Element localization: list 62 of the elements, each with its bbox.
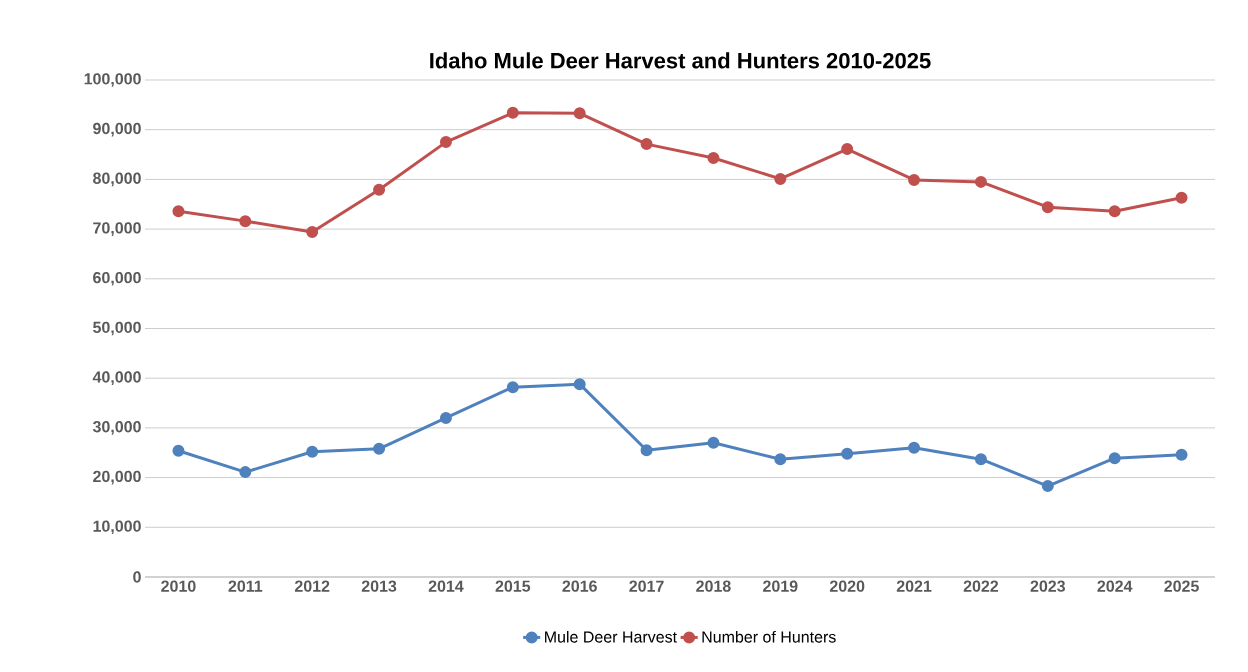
y-tick-label: 0 — [133, 571, 141, 583]
point — [439, 136, 452, 149]
point — [640, 444, 653, 457]
x-tick-label: 2024 — [1097, 580, 1133, 592]
point — [774, 172, 787, 185]
point — [506, 106, 519, 119]
y-tick-label: 40,000 — [92, 371, 141, 386]
point — [172, 205, 185, 218]
point — [908, 173, 921, 186]
point — [707, 436, 720, 449]
x-tick-label: 2014 — [428, 580, 464, 592]
legend-label: Number of Hunters — [702, 630, 836, 643]
x-tick-label: 2015 — [495, 580, 531, 592]
x-tick-label: 2022 — [963, 580, 999, 592]
point — [774, 453, 787, 466]
point — [506, 381, 519, 394]
point — [1175, 448, 1188, 461]
x-tick-label: 2019 — [763, 580, 798, 592]
x-tick-label: 2012 — [294, 580, 330, 592]
x-tick-label: 2013 — [361, 580, 397, 592]
x-tick-label: 2011 — [228, 580, 263, 592]
point — [439, 411, 452, 424]
point — [239, 215, 252, 228]
point — [373, 183, 386, 196]
x-tick-label: 2025 — [1164, 580, 1199, 592]
y-tick-label: 100,000 — [84, 73, 141, 87]
point — [573, 378, 586, 391]
point — [306, 445, 319, 458]
point — [573, 107, 586, 120]
y-tick-label: 80,000 — [93, 172, 141, 187]
point — [974, 175, 987, 188]
y-tick-label: 10,000 — [93, 520, 141, 535]
point — [974, 453, 987, 466]
x-tick-label: 2016 — [562, 580, 597, 592]
legend-label: Mule Deer Harvest — [545, 630, 677, 643]
chart-title: Idaho Mule Deer Harvest and Hunters 2010-2025 — [430, 52, 931, 69]
point — [841, 447, 854, 460]
x-tick-label: 2010 — [161, 580, 196, 592]
point — [306, 226, 319, 239]
y-tick-label: 20,000 — [93, 470, 141, 485]
y-tick-label: 30,000 — [92, 421, 141, 435]
x-tick-label: 2017 — [629, 580, 664, 592]
x-tick-label: 2018 — [696, 580, 731, 592]
point — [707, 152, 720, 165]
point — [908, 441, 921, 454]
point — [1041, 201, 1054, 214]
x-tick-label: 2020 — [829, 580, 865, 592]
point — [640, 138, 653, 151]
point — [841, 143, 854, 156]
point — [1108, 452, 1121, 465]
x-tick-label: 2021 — [896, 580, 932, 592]
y-tick-label: 90,000 — [93, 122, 141, 137]
point — [1108, 205, 1121, 218]
point — [172, 444, 185, 457]
point — [1175, 191, 1188, 204]
y-tick-label: 70,000 — [93, 222, 141, 236]
point — [239, 466, 252, 479]
y-tick-label: 50,000 — [93, 321, 141, 336]
point — [1041, 480, 1054, 493]
x-tick-label: 2023 — [1030, 580, 1066, 592]
y-tick-label: 60,000 — [93, 271, 141, 286]
point — [373, 442, 386, 455]
